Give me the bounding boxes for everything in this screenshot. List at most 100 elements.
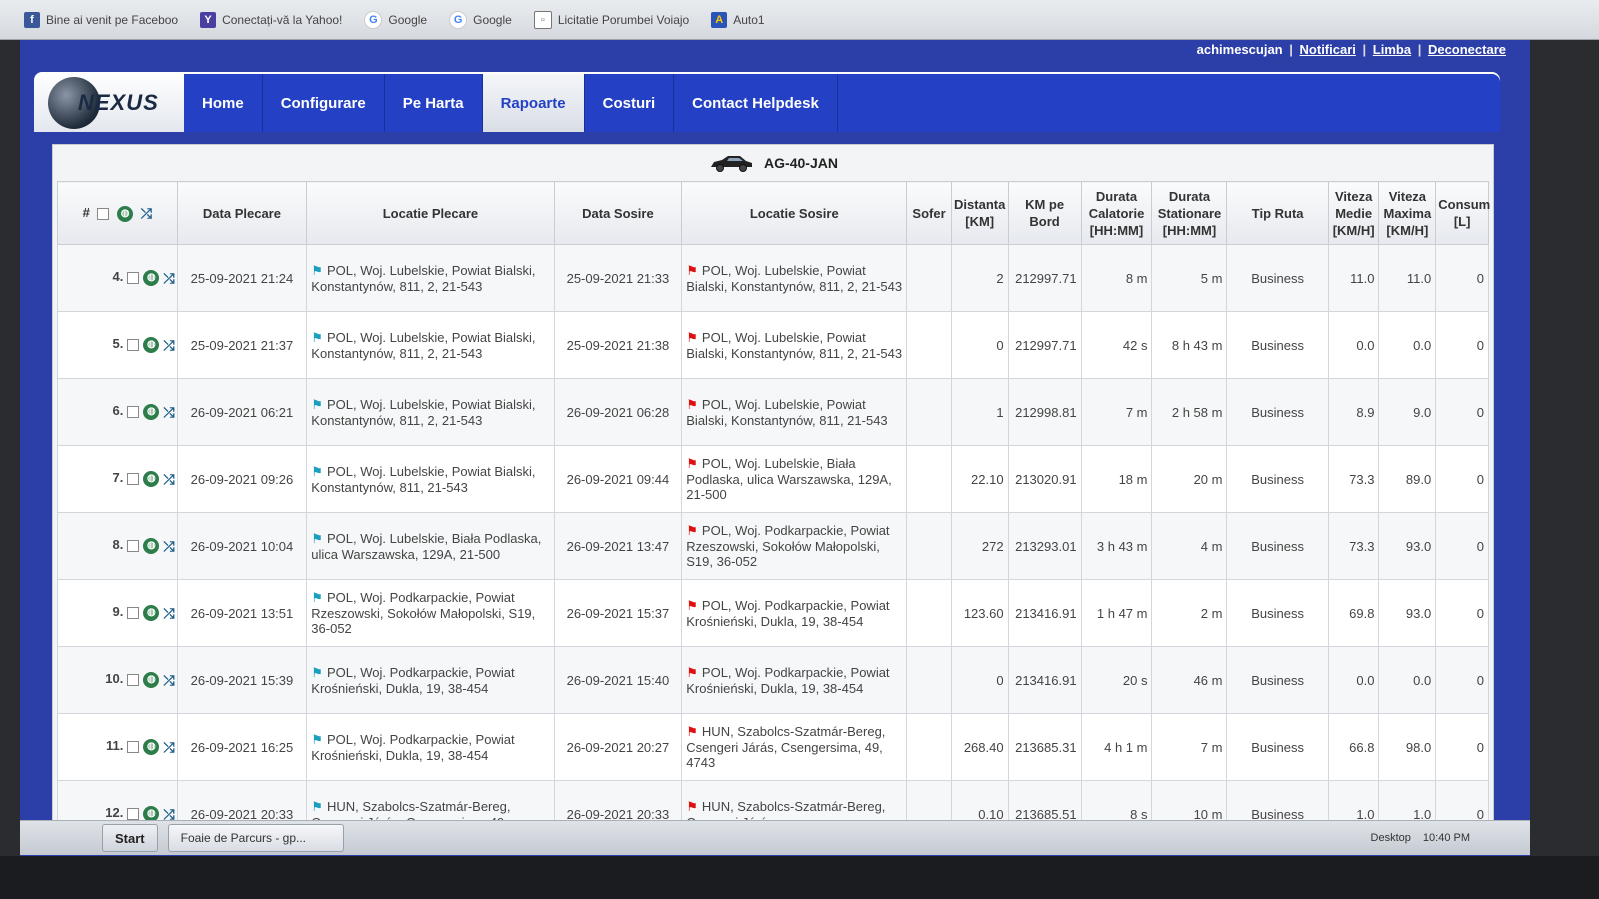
shuffle-icon[interactable]: ⤮ — [140, 205, 152, 222]
desktop-label[interactable]: Desktop — [1370, 832, 1411, 844]
route-icon[interactable]: ⤮ — [163, 336, 175, 353]
header-viteza-maxima[interactable]: Viteza Maxima [KM/H] — [1378, 181, 1437, 245]
row-checkbox[interactable] — [127, 674, 140, 687]
map-globe-icon[interactable]: ◍ — [143, 270, 160, 287]
nav-item-configurare[interactable]: Configurare — [263, 74, 385, 132]
row-checkbox[interactable] — [127, 272, 140, 285]
bookmark-item[interactable]: A Auto1 — [711, 11, 765, 28]
globe-icon[interactable]: ◍ — [117, 205, 134, 222]
cell-km-bord: 212998.81 — [1007, 378, 1082, 446]
map-globe-icon[interactable]: ◍ — [143, 404, 160, 421]
cell-tip-ruta-value: Business — [1251, 739, 1305, 755]
username: achimescujan — [1196, 42, 1283, 57]
select-all-checkbox[interactable] — [97, 207, 110, 220]
cell-locatie-plecare: ⚑ POL, Woj. Lubelskie, Powiat Bialski, Ko… — [306, 378, 555, 446]
route-icon[interactable]: ⤮ — [163, 537, 175, 554]
table-row[interactable]: 6. ◍ ⤮ 26-09-2021 06:21 ⚑ POL, Woj. Lubelskie… — [57, 378, 1489, 446]
row-checkbox[interactable] — [127, 339, 140, 352]
route-icon[interactable]: ⤮ — [163, 805, 175, 822]
map-globe-icon[interactable]: ◍ — [143, 471, 160, 488]
logout-link[interactable]: Deconectare — [1427, 42, 1506, 57]
header-locatie-plecare[interactable]: Locatie Plecare — [306, 181, 555, 245]
row-checkbox[interactable] — [127, 808, 140, 821]
route-icon[interactable]: ⤮ — [163, 470, 175, 487]
cell-consum: 0 — [1435, 311, 1489, 379]
cell-consum: 0 — [1435, 713, 1489, 781]
header-km-bord[interactable]: KM pe Bord — [1007, 181, 1082, 245]
row-checkbox[interactable] — [127, 473, 140, 486]
header-viteza-medie[interactable]: Viteza Medie [KM/H] — [1327, 181, 1380, 245]
header-data-plecare[interactable]: Data Plecare — [176, 181, 308, 245]
row-checkbox[interactable] — [127, 741, 140, 754]
cell-distanta: 2 — [950, 244, 1009, 312]
bookmark-item[interactable]: f Bine ai venit pe Faceboo — [24, 11, 178, 28]
cell-data-sosire-value: 26-09-2021 06:28 — [566, 404, 670, 420]
cell-viteza-medie: 0.0 — [1327, 646, 1380, 714]
table-row[interactable]: 7. ◍ ⤮ 26-09-2021 09:26 ⚑ POL, Woj. Lubelskie… — [57, 445, 1489, 513]
start-flag-icon: ⚑ — [311, 463, 323, 479]
header-durata-calatorie[interactable]: Durata Calatorie [HH:MM] — [1080, 181, 1153, 245]
row-checkbox[interactable] — [127, 540, 140, 553]
map-globe-icon[interactable]: ◍ — [143, 739, 160, 756]
table-row[interactable]: 10. ◍ ⤮ 26-09-2021 15:39 ⚑ POL, Woj. Podkarpa… — [57, 646, 1489, 714]
cell-km-bord-value: 213293.01 — [1015, 538, 1077, 554]
cell-durata-calatorie-value: 42 s — [1122, 337, 1148, 353]
route-icon[interactable]: ⤮ — [163, 403, 175, 420]
header-locatie-sosire[interactable]: Locatie Sosire — [681, 181, 908, 245]
row-checkbox[interactable] — [127, 607, 140, 620]
language-link[interactable]: Limba — [1372, 42, 1412, 57]
report-panel: AG-40-JAN # ◍ ⤮ Data Plecare Loc — [52, 144, 1494, 848]
map-globe-icon[interactable]: ◍ — [143, 337, 160, 354]
cell-locatie-plecare: ⚑ POL, Woj. Podkarpackie, Powiat Krośnień… — [306, 713, 555, 781]
notifications-link[interactable]: Notificari — [1299, 42, 1356, 57]
row-checkbox[interactable] — [127, 406, 140, 419]
map-globe-icon[interactable]: ◍ — [143, 806, 160, 823]
table-row[interactable]: 4. ◍ ⤮ 25-09-2021 21:24 ⚑ POL, Woj. Lubelskie… — [57, 244, 1489, 312]
map-globe-icon[interactable]: ◍ — [143, 672, 160, 689]
nav-item-home[interactable]: Home — [184, 74, 263, 132]
cell-tip-ruta: Business — [1226, 646, 1329, 714]
table-row[interactable]: 11. ◍ ⤮ 26-09-2021 16:25 ⚑ POL, Woj. Podkarpa… — [57, 713, 1489, 781]
header-distanta[interactable]: Distanta [KM] — [950, 181, 1009, 245]
header-sofer[interactable]: Sofer — [906, 181, 952, 245]
route-icon[interactable]: ⤮ — [163, 269, 175, 286]
route-icon[interactable]: ⤮ — [163, 671, 175, 688]
cell-data-sosire-value: 26-09-2021 20:27 — [566, 739, 670, 755]
nav-item-pe-harta[interactable]: Pe Harta — [385, 74, 483, 132]
bookmark-item[interactable]: Y Conectați-vă la Yahoo! — [200, 11, 342, 28]
cell-data-sosire: 26-09-2021 06:28 — [553, 378, 683, 446]
header-tip-ruta[interactable]: Tip Ruta — [1226, 181, 1329, 245]
cell-data-sosire-value: 26-09-2021 13:47 — [566, 538, 670, 554]
cell-viteza-maxima-value: 93.0 — [1405, 538, 1432, 554]
route-icon[interactable]: ⤮ — [163, 604, 175, 621]
nav-item-costuri[interactable]: Costuri — [585, 74, 675, 132]
nexus-logo[interactable]: NEXUS — [48, 76, 178, 130]
main-nav: Home Configurare Pe Harta Rapoarte Costuri Co… — [184, 74, 838, 132]
start-button[interactable]: Start — [102, 824, 158, 852]
cell-tip-ruta: Business — [1226, 311, 1329, 379]
bookmark-item[interactable]: ▫ Licitatie Porumbei Voiajo — [533, 10, 689, 29]
header-data-sosire[interactable]: Data Sosire — [553, 181, 683, 245]
bookmark-item[interactable]: G Google — [449, 10, 512, 29]
taskbar-window-button[interactable]: Foaie de Parcurs - gp... — [167, 824, 344, 852]
table-row[interactable]: 5. ◍ ⤮ 25-09-2021 21:37 ⚑ POL, Woj. Lubelskie… — [57, 311, 1489, 379]
cell-consum: 0 — [1435, 579, 1489, 647]
end-flag-icon: ⚑ — [686, 456, 698, 471]
map-globe-icon[interactable]: ◍ — [143, 605, 160, 622]
cell-durata-stationare-value: 4 m — [1200, 538, 1223, 554]
table-row[interactable]: 8. ◍ ⤮ 26-09-2021 10:04 ⚑ POL, Woj. Lubelskie… — [57, 512, 1489, 580]
cell-viteza-maxima: 0.0 — [1378, 646, 1437, 714]
header-durata-stationare[interactable]: Durata Stationare [HH:MM] — [1151, 181, 1228, 245]
header-consum[interactable]: Consum [L] — [1435, 181, 1490, 245]
map-globe-icon[interactable]: ◍ — [143, 538, 160, 555]
table-row[interactable]: 9. ◍ ⤮ 26-09-2021 13:51 ⚑ POL, Woj. Podkarpac… — [57, 579, 1489, 647]
nav-item-rapoarte[interactable]: Rapoarte — [482, 74, 585, 132]
cell-locatie-plecare-value: POL, Woj. Lubelskie, Powiat Bialski, Kon… — [311, 262, 536, 294]
bookmark-item[interactable]: G Google — [364, 10, 427, 29]
route-icon[interactable]: ⤮ — [163, 738, 175, 755]
cell-distanta: 0 — [950, 311, 1009, 379]
nav-item-contact-helpdesk[interactable]: Contact Helpdesk — [674, 74, 838, 132]
row-number: 8. — [112, 537, 124, 553]
cell-data-sosire-value: 25-09-2021 21:33 — [566, 270, 670, 286]
end-flag-icon: ⚑ — [686, 329, 698, 345]
